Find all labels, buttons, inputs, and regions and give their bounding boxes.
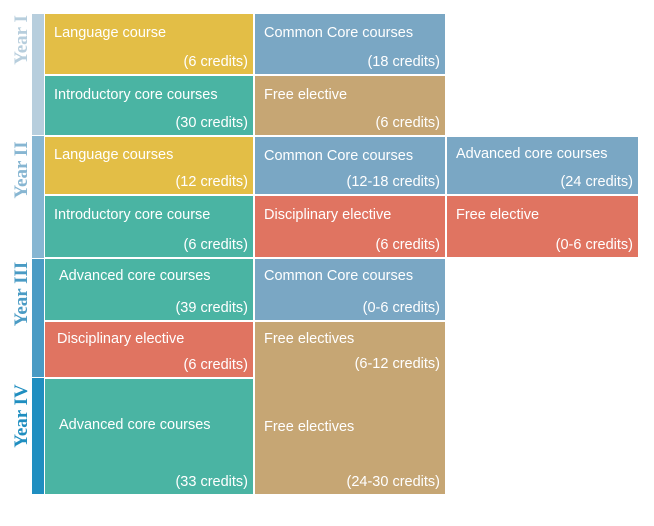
year-bar-4 [32, 378, 44, 494]
course-block-y1-free-elective: Free elective (6 credits) [255, 76, 445, 135]
course-credits: (6-12 credits) [354, 356, 440, 372]
course-credits: (30 credits) [175, 115, 248, 131]
course-block-y1-common-core: Common Core courses (18 credits) [255, 14, 445, 74]
course-title: Free elective [456, 207, 540, 223]
course-title: Introductory core course [54, 207, 211, 223]
year-label-3: Year III [11, 261, 32, 327]
course-block-y2-free-elective: Free elective (0-6 credits) [447, 196, 638, 257]
course-title: Disciplinary elective [57, 331, 185, 347]
course-block-y3-advanced-core: Advanced core courses (39 credits) [45, 259, 253, 320]
course-block-y4-advanced-core: Advanced core courses (33 credits) [45, 379, 253, 494]
course-block-y2-common-core: Common Core courses (12-18 credits) [255, 137, 445, 194]
course-credits: (18 credits) [367, 54, 440, 70]
course-credits: (6 credits) [375, 115, 440, 131]
course-title: Advanced core courses [59, 417, 211, 433]
year-bar-2 [32, 136, 44, 258]
course-credits: (24-30 credits) [346, 474, 440, 490]
course-block-y2-introductory: Introductory core course (6 credits) [45, 196, 253, 257]
course-credits: (12-18 credits) [346, 174, 440, 190]
course-credits: (39 credits) [175, 300, 248, 316]
course-title: Free electives [264, 331, 355, 347]
course-title: Introductory core courses [54, 87, 218, 103]
course-block-y1-introductory: Introductory core courses (30 credits) [45, 76, 253, 135]
course-title: Language course [54, 25, 167, 41]
course-block-y2-advanced-core: Advanced core courses (24 credits) [447, 137, 638, 194]
course-credits: (6 credits) [183, 237, 248, 253]
course-title: Free electives [264, 419, 355, 435]
course-title: Advanced core courses [456, 146, 608, 162]
course-title: Advanced core courses [59, 268, 211, 284]
course-block-y1-language: Language course (6 credits) [45, 14, 253, 74]
year-label-4: Year IV [11, 384, 32, 448]
course-title: Disciplinary elective [264, 207, 392, 223]
year-label-2: Year II [11, 141, 32, 199]
course-block-y2-disciplinary-elective: Disciplinary elective (6 credits) [255, 196, 445, 257]
course-block-y3-free-electives: Free electives (6-12 credits) [255, 322, 445, 378]
course-title: Free elective [264, 87, 348, 103]
course-title: Language courses [54, 147, 174, 163]
course-credits: (0-6 credits) [555, 237, 633, 253]
year-bar-1 [32, 14, 44, 135]
year-label-1: Year I [11, 15, 32, 65]
course-block-y3-common-core: Common Core courses (0-6 credits) [255, 259, 445, 320]
year-bar-3 [32, 259, 44, 377]
course-block-y4-free-electives: Free electives (24-30 credits) [255, 378, 445, 494]
course-credits: (24 credits) [560, 174, 633, 190]
course-credits: (6 credits) [375, 237, 440, 253]
course-credits: (0-6 credits) [362, 300, 440, 316]
course-block-y3-disciplinary-elective: Disciplinary elective (6 credits) [45, 322, 253, 377]
course-credits: (12 credits) [175, 174, 248, 190]
course-credits: (6 credits) [183, 357, 248, 373]
course-block-y2-language: Language courses (12 credits) [45, 137, 253, 194]
course-title: Common Core courses [264, 148, 414, 164]
course-credits: (33 credits) [175, 474, 248, 490]
course-title: Common Core courses [264, 25, 414, 41]
course-credits: (6 credits) [183, 54, 248, 70]
course-title: Common Core courses [264, 268, 414, 284]
